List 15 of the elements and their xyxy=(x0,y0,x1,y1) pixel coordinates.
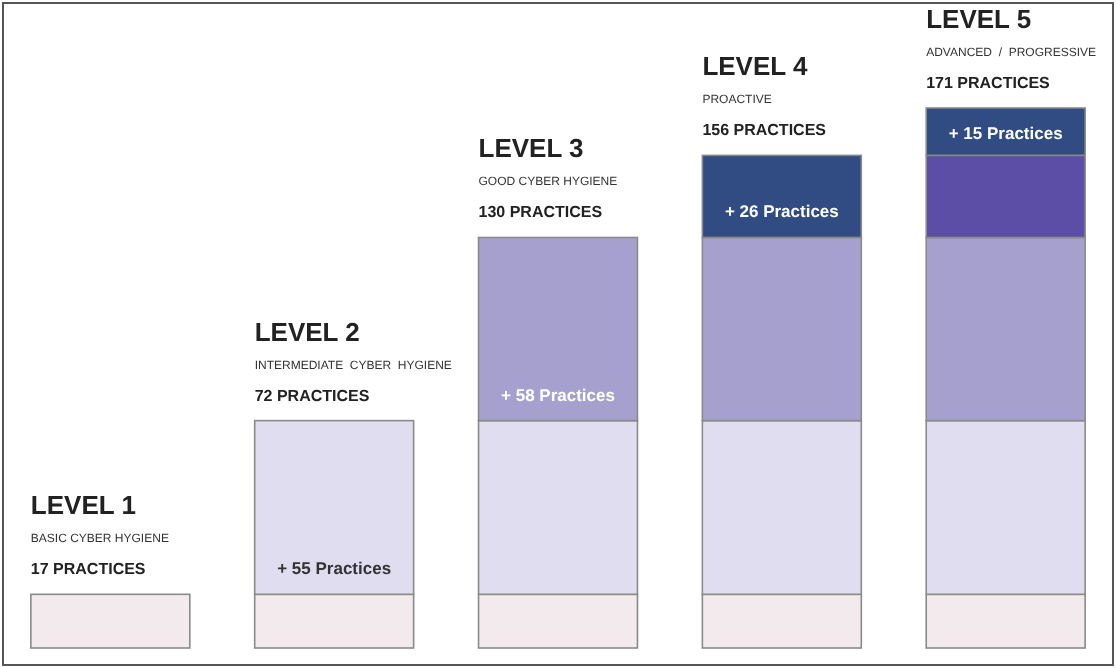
annotation: LEVEL 2 xyxy=(254,316,360,347)
text: LEVEL 5 xyxy=(926,4,1032,34)
total-label: 171 PRACTICES xyxy=(926,74,1052,92)
bar xyxy=(30,593,191,649)
data-label: + 15 Practices xyxy=(948,122,1064,143)
text: LEVEL 4 xyxy=(702,51,809,82)
data-label: + 58 Practices xyxy=(501,384,616,405)
data-label: + 55 Practices xyxy=(277,558,392,579)
total-label: 156 PRACTICES xyxy=(702,121,828,140)
total-label: 130 PRACTICES xyxy=(478,203,604,222)
total-label: 72 PRACTICES xyxy=(254,386,371,405)
annotation: LEVEL 3 xyxy=(478,133,584,164)
annotation: LEVEL 1 xyxy=(30,490,136,521)
data-label: + 26 Practices xyxy=(724,201,840,222)
total-label: 17 PRACTICES xyxy=(30,560,147,579)
